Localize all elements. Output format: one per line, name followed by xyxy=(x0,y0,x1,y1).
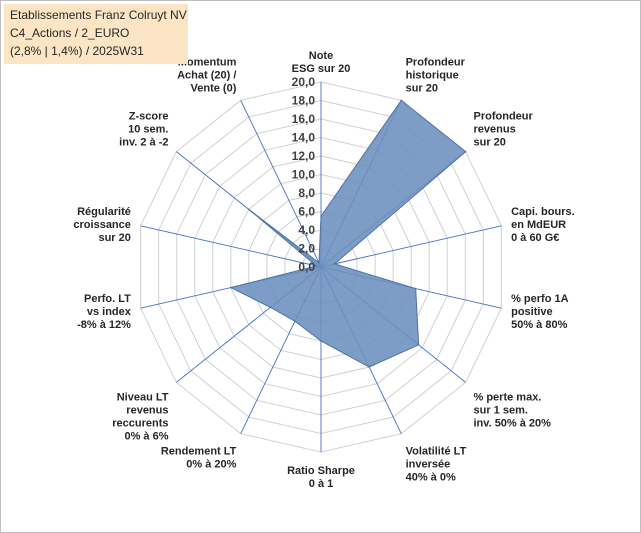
axis-label: Ratio Sharpe 0 à 1 xyxy=(287,465,355,490)
axis-label: % perte max. sur 1 sem. inv. 50% à 20% xyxy=(474,392,552,430)
title-line-company: Etablissements Franz Colruyt NV xyxy=(10,8,187,22)
tick-label: 4,0 xyxy=(298,223,315,237)
data-point xyxy=(230,286,232,289)
tick-label: 8,0 xyxy=(298,186,315,200)
data-point xyxy=(417,344,420,346)
title-line-category: C4_Actions / 2_EURO xyxy=(10,26,130,40)
data-point xyxy=(294,320,296,322)
axis-label: Niveau LT revenus reccurents 0% à 6% xyxy=(112,392,169,443)
axis-spoke xyxy=(240,100,322,268)
data-point xyxy=(315,265,318,267)
data-point xyxy=(318,262,320,264)
axis-spoke xyxy=(140,225,322,268)
title-line-period: (2,8% | 1,4%) / 2025W31 xyxy=(10,44,144,58)
axis-label: Volatilité LT inversée 40% à 0% xyxy=(406,446,467,484)
data-point xyxy=(333,263,336,265)
tick-label: 0,0 xyxy=(298,260,315,274)
data-point xyxy=(414,287,417,290)
tick-label: 14,0 xyxy=(292,131,316,145)
axis-label: % perfo 1A positive 50% à 80% xyxy=(511,293,569,331)
tick-label: 20,0 xyxy=(292,75,316,89)
data-point xyxy=(464,150,467,153)
axis-label: Profondeur revenus sur 20 xyxy=(474,110,534,148)
axis-label: Capi. bours. en MdEUR 0 à 60 G€ xyxy=(511,206,575,244)
data-point xyxy=(320,340,322,342)
tick-label: 6,0 xyxy=(298,205,315,219)
tick-label: 10,0 xyxy=(292,168,316,182)
tick-label: 12,0 xyxy=(292,149,316,163)
data-point xyxy=(368,366,370,368)
axis-label: Régularité croissance sur 20 xyxy=(73,206,130,244)
data-series-area xyxy=(229,99,467,368)
axis-label: Momentum Achat (20) / Vente (0) xyxy=(177,56,237,94)
axis-label: Profondeur historique sur 20 xyxy=(406,56,466,94)
tick-label: 18,0 xyxy=(292,94,316,108)
axis-label: Rendement LT 0% à 20% xyxy=(161,446,237,471)
tick-label: 2,0 xyxy=(298,242,315,256)
axis-label: Perfo. LT vs index -8% à 12% xyxy=(77,293,132,331)
data-point xyxy=(320,215,322,217)
data-point xyxy=(400,99,403,102)
axis-spoke xyxy=(320,225,502,268)
data-point xyxy=(269,306,272,309)
data-point xyxy=(247,208,250,211)
chart-title-box: Etablissements Franz Colruyt NV C4_Actio… xyxy=(4,4,188,64)
axis-label: Z-score 10 sem. inv. 2 à -2 xyxy=(119,110,168,148)
axis-label: Note ESG sur 20 xyxy=(292,50,351,75)
tick-label: 16,0 xyxy=(292,112,316,126)
